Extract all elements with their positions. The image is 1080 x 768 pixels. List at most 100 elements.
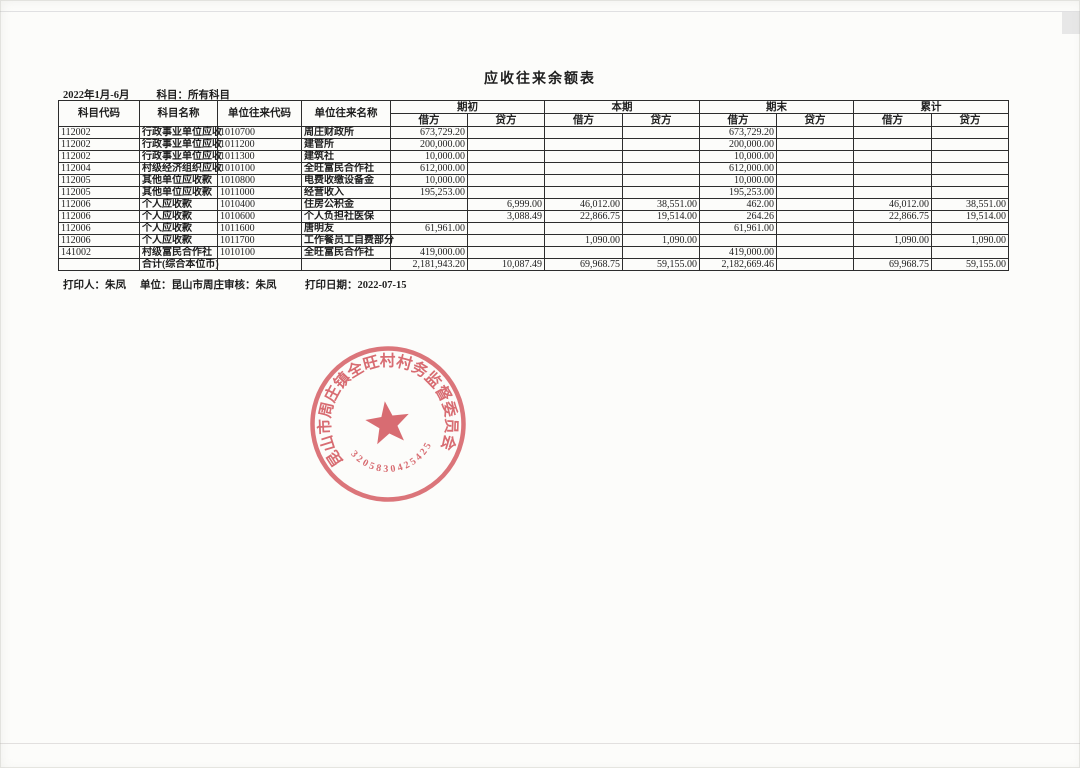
group-header-0: 期初 (390, 100, 545, 114)
amount-cell (931, 138, 1009, 151)
amount-cell: 1,090.00 (931, 234, 1009, 247)
amount-cell: 38,551.00 (931, 198, 1009, 211)
table-header: 科目代码 科目名称 单位往来代码 单位往来名称 期初 本期 期末 累计 借方 贷方 借方 贷方 借方 贷方… (58, 100, 1009, 127)
amount-cell (699, 234, 777, 247)
subject-code-cell: 112002 (58, 150, 140, 163)
subject-name-cell: 个人应收款 (139, 198, 218, 211)
report-title: 应收往来余额表 (484, 72, 596, 87)
seal-ring (310, 346, 466, 502)
subject-name-cell: 个人应收款 (139, 234, 218, 247)
amount-cell (931, 174, 1009, 187)
printed-by-label: 打印人：朱凤 (63, 280, 126, 291)
unit-name-cell: 电费收缴设备金 (301, 174, 391, 187)
amount-cell: 6,999.00 (467, 198, 545, 211)
amount-cell: 419,000.00 (390, 246, 468, 259)
table-row: 112006 个人应收款 1011600 唐明友 61,961.00 61,961.00 (58, 222, 1009, 235)
amount-cell (467, 246, 545, 259)
official-seal: 昆山市周庄镇全旺村村务监督委员会 3205830425425 (306, 342, 466, 502)
amount-cell: 195,253.00 (699, 186, 777, 199)
amount-cell (853, 126, 932, 139)
amount-cell (776, 210, 854, 223)
amount-cell: 195,253.00 (390, 186, 468, 199)
unit-code-cell: 1011200 (217, 138, 302, 151)
amount-cell (776, 222, 854, 235)
subject-code-cell: 112006 (58, 198, 140, 211)
amount-cell (622, 186, 700, 199)
amount-cell (544, 150, 623, 163)
amount-cell (390, 210, 468, 223)
amount-cell: 19,514.00 (931, 210, 1009, 223)
amount-cell (544, 126, 623, 139)
amount-cell: 59,155.00 (931, 258, 1009, 271)
amount-cell: 2,181,943.20 (390, 258, 468, 271)
amount-cell (853, 222, 932, 235)
credit-header-1: 贷方 (622, 113, 700, 127)
table-body: 112002 行政事业单位应收 1010700 周庄财政所 673,729.20 673,… (58, 126, 1009, 271)
amount-cell: 61,961.00 (699, 222, 777, 235)
amount-cell (776, 138, 854, 151)
amount-cell (622, 138, 700, 151)
subject-code-cell: 112005 (58, 186, 140, 199)
amount-cell: 10,000.00 (390, 150, 468, 163)
scan-artifact-blot (1062, 12, 1080, 34)
unit-name-cell: 建筑社 (301, 150, 391, 163)
amount-cell (853, 150, 932, 163)
amount-cell (931, 150, 1009, 163)
subject-code-cell: 112006 (58, 234, 140, 247)
amount-cell (467, 186, 545, 199)
amount-cell (853, 174, 932, 187)
amount-cell (853, 162, 932, 175)
unit-name-cell: 周庄财政所 (301, 126, 391, 139)
amount-cell (776, 234, 854, 247)
unit-code-cell: 1011300 (217, 150, 302, 163)
subject-name-cell: 村级富民合作社 (139, 246, 218, 259)
unit-code-cell (217, 258, 302, 271)
amount-cell (931, 126, 1009, 139)
amount-cell: 46,012.00 (853, 198, 932, 211)
table-row: 112006 个人应收款 1011700 工作餐员工自费部分 1,090.00 1,090… (58, 234, 1009, 247)
table-row: 112002 行政事业单位应收 1011200 建管所 200,000.00 200,00… (58, 138, 1009, 151)
amount-cell: 10,000.00 (699, 150, 777, 163)
table-row: 112006 个人应收款 1010600 个人负担社医保 3,088.49 22,866.… (58, 210, 1009, 223)
table-row: 112002 行政事业单位应收 1010700 周庄财政所 673,729.20 673,… (58, 126, 1009, 139)
amount-cell (544, 222, 623, 235)
scan-artifact-bottom-line (0, 743, 1080, 744)
seal-serial-number-path: 3205830425425 (347, 438, 438, 481)
amount-cell: 2,182,669.46 (699, 258, 777, 271)
amount-cell: 46,012.00 (544, 198, 623, 211)
subject-code-cell: 112004 (58, 162, 140, 175)
amount-cell: 22,866.75 (853, 210, 932, 223)
table-row: 112005 其他单位应收款 1010800 电费收缴设备金 10,000.00 10,0… (58, 174, 1009, 187)
amount-cell: 673,729.20 (699, 126, 777, 139)
amount-cell (467, 150, 545, 163)
subject-code-cell: 112005 (58, 174, 140, 187)
amount-cell (931, 162, 1009, 175)
subject-name-cell: 其他单位应收款 (139, 174, 218, 187)
unit-auditor-label: 单位：昆山市周庄审核：朱凤 (140, 280, 277, 291)
amount-cell (544, 138, 623, 151)
subject-name-cell: 个人应收款 (139, 222, 218, 235)
seal-serial-number: 3205830425425 (347, 438, 438, 481)
amount-cell (467, 162, 545, 175)
credit-header-2: 贷方 (776, 113, 854, 127)
print-date-label: 打印日期：2022-07-15 (305, 280, 407, 291)
debit-header-1: 借方 (544, 113, 623, 127)
credit-header-0: 贷方 (467, 113, 545, 127)
amount-cell (776, 258, 854, 271)
amount-cell (931, 246, 1009, 259)
amount-cell: 419,000.00 (699, 246, 777, 259)
amount-cell: 61,961.00 (390, 222, 468, 235)
subject-name-cell: 行政事业单位应收 (139, 150, 222, 163)
amount-cell: 1,090.00 (544, 234, 623, 247)
amount-cell (467, 138, 545, 151)
amount-cell: 673,729.20 (390, 126, 468, 139)
amount-cell (622, 126, 700, 139)
amount-cell (622, 162, 700, 175)
receivables-balance-table: 科目代码 科目名称 单位往来代码 单位往来名称 期初 本期 期末 累计 借方 贷方 借方 贷方 借方 贷方… (58, 100, 1009, 271)
subject-name-cell: 行政事业单位应收 (139, 126, 222, 139)
unit-name-cell: 个人负担社医保 (301, 210, 391, 223)
amount-cell (544, 162, 623, 175)
amount-cell: 612,000.00 (390, 162, 468, 175)
subject-name-cell: 村级经济组织应收 (139, 162, 222, 175)
amount-cell (776, 246, 854, 259)
